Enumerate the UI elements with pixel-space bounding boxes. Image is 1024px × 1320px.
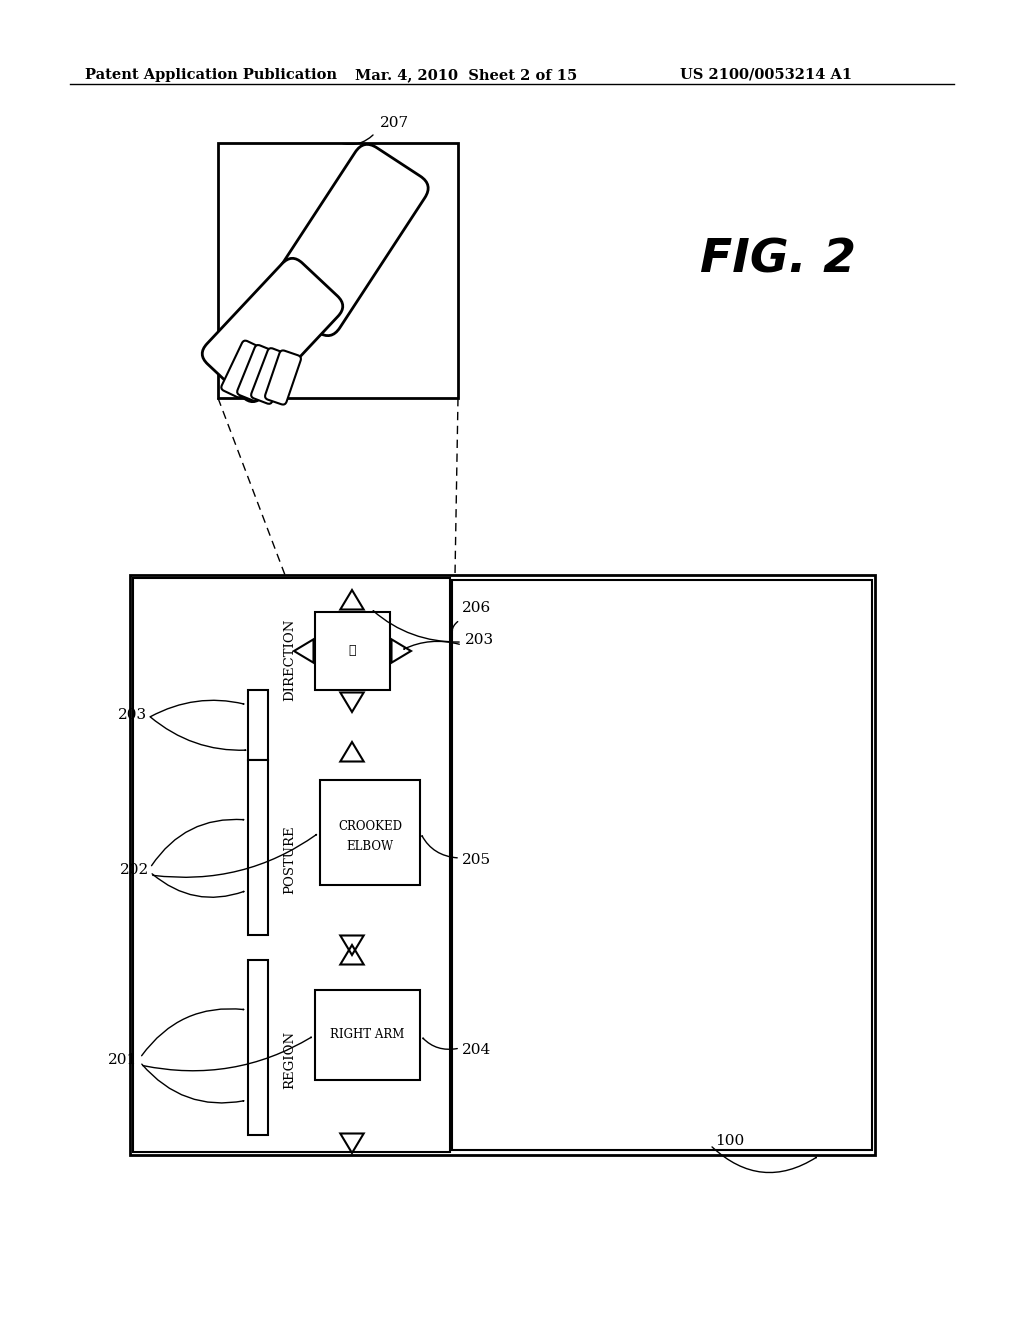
FancyBboxPatch shape bbox=[251, 348, 289, 404]
FancyArrowPatch shape bbox=[403, 642, 460, 649]
Text: FIG. 2: FIG. 2 bbox=[700, 238, 856, 282]
Text: CROOKED: CROOKED bbox=[338, 820, 402, 833]
FancyBboxPatch shape bbox=[265, 350, 301, 405]
FancyArrowPatch shape bbox=[422, 836, 458, 858]
Bar bbox=[248, 960, 268, 1135]
FancyBboxPatch shape bbox=[267, 144, 428, 335]
Text: 100: 100 bbox=[715, 1134, 744, 1148]
FancyArrowPatch shape bbox=[153, 874, 244, 898]
FancyArrowPatch shape bbox=[142, 1038, 311, 1071]
Text: 202: 202 bbox=[120, 863, 150, 876]
Text: 207: 207 bbox=[380, 116, 410, 129]
Text: RIGHT ARM: RIGHT ARM bbox=[330, 1028, 404, 1041]
FancyArrowPatch shape bbox=[141, 1064, 244, 1104]
Bar bbox=[218, 143, 458, 399]
Bar bbox=[315, 612, 390, 690]
Text: US 2100/0053214 A1: US 2100/0053214 A1 bbox=[680, 69, 852, 82]
FancyBboxPatch shape bbox=[202, 259, 343, 401]
Text: 203: 203 bbox=[465, 634, 495, 647]
Bar bbox=[452, 579, 872, 1150]
FancyArrowPatch shape bbox=[141, 1008, 244, 1056]
FancyArrowPatch shape bbox=[712, 1147, 816, 1172]
Text: 203: 203 bbox=[118, 708, 147, 722]
Bar bbox=[248, 760, 268, 935]
Text: DIRECTION: DIRECTION bbox=[284, 619, 297, 701]
FancyArrowPatch shape bbox=[343, 135, 373, 144]
Text: 205: 205 bbox=[462, 853, 492, 867]
FancyArrowPatch shape bbox=[152, 820, 244, 866]
Text: POSTURE: POSTURE bbox=[284, 826, 297, 895]
Text: 📷: 📷 bbox=[348, 644, 355, 657]
FancyArrowPatch shape bbox=[151, 701, 244, 717]
FancyArrowPatch shape bbox=[151, 717, 246, 751]
Bar bbox=[248, 690, 268, 760]
Text: 201: 201 bbox=[108, 1053, 137, 1067]
FancyArrowPatch shape bbox=[423, 1038, 458, 1049]
Text: 206: 206 bbox=[462, 601, 492, 615]
FancyArrowPatch shape bbox=[153, 834, 316, 878]
Text: ELBOW: ELBOW bbox=[346, 841, 393, 854]
Text: Patent Application Publication: Patent Application Publication bbox=[85, 69, 337, 82]
FancyArrowPatch shape bbox=[374, 611, 459, 642]
Text: REGION: REGION bbox=[284, 1031, 297, 1089]
FancyBboxPatch shape bbox=[221, 341, 263, 397]
Text: Mar. 4, 2010  Sheet 2 of 15: Mar. 4, 2010 Sheet 2 of 15 bbox=[355, 69, 578, 82]
FancyBboxPatch shape bbox=[238, 345, 275, 401]
FancyArrowPatch shape bbox=[452, 622, 458, 631]
Bar bbox=[130, 576, 874, 1155]
Bar bbox=[319, 780, 420, 884]
Bar bbox=[133, 578, 450, 1152]
Bar bbox=[315, 990, 420, 1080]
Text: 204: 204 bbox=[462, 1043, 492, 1057]
